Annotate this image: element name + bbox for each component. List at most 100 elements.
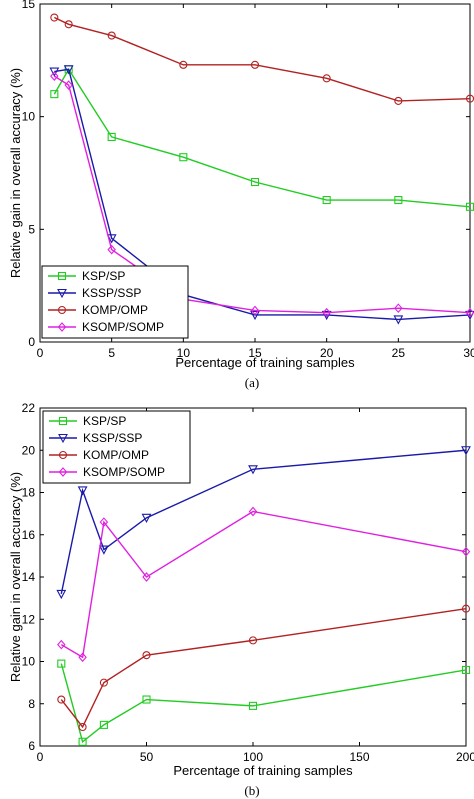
- data-point: [99, 517, 109, 527]
- data-point: [322, 307, 331, 318]
- data-point: [57, 639, 66, 650]
- chart-caption: (b): [244, 783, 259, 798]
- y-tick-label: 22: [22, 401, 36, 415]
- x-tick-label: 25: [392, 346, 406, 360]
- y-axis-label: Relative gain in overall accuracy (%): [8, 68, 23, 278]
- data-point: [461, 546, 471, 557]
- legend-box: [42, 410, 191, 484]
- legend-entry: KSOMP/SOMP: [82, 320, 164, 334]
- series-ksomp-somp: [57, 506, 471, 663]
- y-tick-label: 15: [22, 0, 36, 11]
- legend: KSP/SP KSSP/SSP KOMP/OMP KSOMP/SOMP: [41, 265, 189, 339]
- series-komp-omp: [50, 13, 474, 105]
- series-line: [53, 67, 471, 208]
- data-point: [64, 80, 73, 90]
- legend-entry: KOMP/OMP: [82, 303, 148, 317]
- y-tick-label: 10: [22, 655, 36, 669]
- series-line: [54, 16, 471, 102]
- data-point: [107, 132, 116, 141]
- series-ksp-sp: [50, 65, 474, 211]
- x-tick-label: 50: [140, 750, 154, 764]
- data-point: [394, 96, 403, 105]
- data-point: [461, 665, 471, 675]
- data-point: [465, 307, 474, 318]
- y-tick-label: 10: [22, 110, 36, 124]
- y-tick-label: 0: [28, 335, 35, 349]
- x-tick-label: 30: [463, 346, 474, 360]
- data-point: [50, 71, 59, 81]
- legend-marker: [58, 416, 68, 426]
- data-point: [57, 695, 66, 704]
- legend-marker: [57, 322, 67, 332]
- legend-marker: [58, 450, 68, 460]
- data-point: [64, 20, 73, 29]
- data-point: [106, 234, 117, 244]
- x-tick-label: 100: [243, 750, 263, 764]
- y-tick-label: 12: [22, 612, 36, 626]
- data-point: [179, 153, 188, 162]
- x-tick-label: 20: [320, 346, 334, 360]
- legend-entry: KSP/SP: [82, 269, 125, 283]
- data-point: [141, 513, 152, 524]
- data-point: [461, 446, 471, 456]
- series-line: [60, 449, 467, 595]
- legend-box: [41, 265, 189, 339]
- data-point: [142, 572, 151, 582]
- x-tick-label: 5: [108, 346, 115, 360]
- y-tick-label: 8: [28, 697, 35, 711]
- legend-marker: [57, 271, 67, 281]
- data-point: [107, 244, 116, 255]
- data-point: [248, 701, 258, 710]
- data-point: [248, 636, 258, 645]
- y-tick-label: 16: [22, 528, 36, 542]
- data-point: [393, 315, 404, 325]
- data-point: [250, 60, 260, 69]
- y-axis-label: Relative gain in overall accuracy (%): [8, 472, 23, 682]
- series-kssp-ssp: [56, 446, 471, 600]
- legend-entry: KSSP/SSP: [82, 286, 141, 300]
- y-tick-label: 14: [22, 570, 36, 584]
- data-point: [394, 303, 403, 314]
- data-point: [99, 720, 108, 729]
- y-tick-label: 18: [22, 486, 36, 500]
- legend-marker: [58, 467, 68, 477]
- legend-entry: KSSP/SSP: [83, 431, 142, 445]
- data-point: [142, 695, 151, 704]
- legend: KSP/SP KSSP/SSP KOMP/OMP KSOMP/SOMP: [42, 410, 191, 484]
- data-point: [77, 486, 88, 496]
- series-komp-omp: [57, 604, 471, 732]
- legend-entry: KSP/SP: [83, 414, 126, 428]
- data-point: [78, 652, 87, 663]
- data-point: [248, 506, 258, 517]
- data-point: [98, 545, 109, 555]
- legend-entry: KSOMP/SOMP: [83, 465, 165, 479]
- data-point: [322, 74, 331, 83]
- y-tick-label: 6: [28, 739, 35, 753]
- data-point: [56, 589, 67, 600]
- legend-marker: [58, 433, 68, 444]
- x-tick-label: 0: [37, 750, 44, 764]
- series-ksomp-somp: [50, 71, 474, 318]
- legend-marker: [57, 305, 67, 315]
- series-line: [53, 75, 471, 314]
- x-tick-label: 200: [456, 750, 474, 764]
- data-point: [107, 31, 116, 40]
- legend-marker: [57, 288, 67, 299]
- series-line: [60, 607, 467, 729]
- data-point: [78, 737, 87, 746]
- x-tick-label: 150: [349, 750, 369, 764]
- y-tick-label: 5: [28, 222, 35, 236]
- data-point: [394, 195, 403, 205]
- data-point: [248, 465, 258, 475]
- data-point: [322, 195, 331, 205]
- y-tick-label: 20: [22, 443, 36, 457]
- data-point: [99, 678, 108, 687]
- data-point: [78, 722, 87, 732]
- data-point: [461, 604, 471, 613]
- x-tick-label: 0: [37, 346, 44, 360]
- series-line: [60, 663, 467, 743]
- x-axis-label: Percentage of training samples: [173, 763, 353, 778]
- data-point: [250, 310, 260, 321]
